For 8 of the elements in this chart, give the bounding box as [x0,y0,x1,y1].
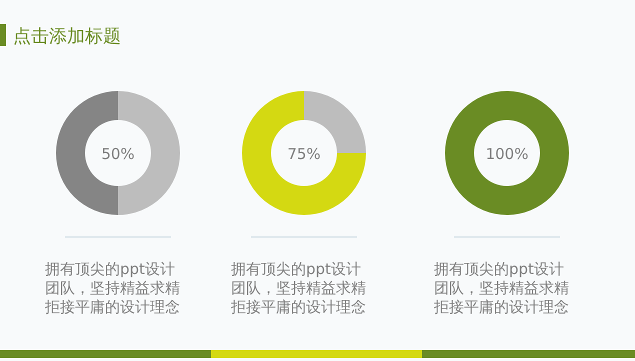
text: 拥有顶尖的ppt设计团队，坚持精益求精拒接平庸的设计理念 [433,260,569,316]
text: 拥有顶尖的ppt设计团队，坚持精益求精拒接平庸的设计理念 [230,260,366,316]
donut-slice [242,91,366,215]
text: 50% [101,145,135,163]
text: 100% [486,145,528,163]
text: 拥有顶尖的ppt设计团队，坚持精益求精拒接平庸的设计理念 [44,260,180,316]
text: 75% [287,145,321,163]
chart-title: 点击添加标题 [13,26,121,47]
